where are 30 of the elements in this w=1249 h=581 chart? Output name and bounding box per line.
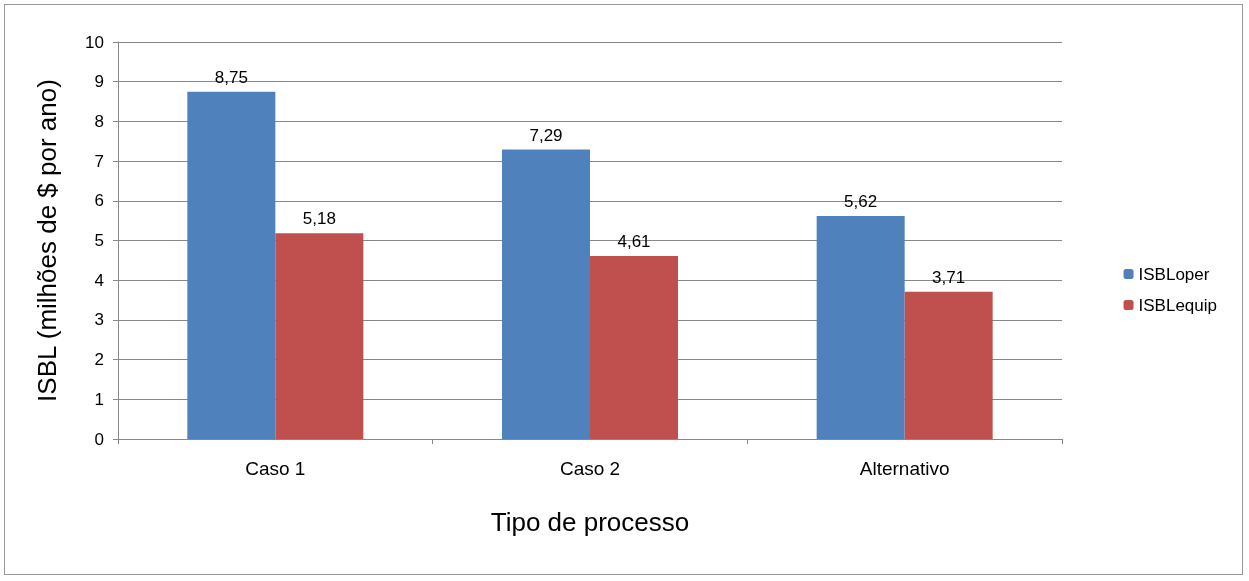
bar [590,255,678,439]
y-tick-label: 2 [94,350,104,370]
x-tick-label: Caso 1 [245,458,306,479]
y-axis-title: ISBL (milhões de $ por ano) [32,79,62,402]
y-tick-label: 10 [85,32,104,52]
data-label: 7,29 [529,125,563,145]
y-tick-label: 8 [94,111,104,131]
y-tick-label: 3 [94,310,104,330]
y-tick-label: 4 [94,270,104,290]
x-tick-label: Caso 2 [559,458,621,479]
y-tick-label: 9 [94,72,104,92]
y-tick-label: 5 [94,231,104,250]
data-label: 5,18 [302,209,336,229]
x-tick-label: Alternativo [859,458,950,479]
y-tick-label: 7 [94,151,104,171]
data-label: 4,61 [617,231,651,251]
data-label: 5,62 [844,191,878,211]
y-tick-label: 0 [94,429,104,449]
bar [904,291,993,439]
y-tick-label: 1 [94,389,104,409]
bar [187,91,276,439]
data-label: 3,71 [932,267,966,287]
bar [502,149,590,439]
x-axis-title: Tipo de processo [490,507,690,537]
legend-label: ISBLequip [1138,295,1217,315]
bar [816,215,905,439]
bar [275,233,364,439]
data-label: 8,75 [214,67,248,87]
legend-label: ISBLoper [1138,264,1210,284]
y-tick-label: 6 [94,191,104,211]
